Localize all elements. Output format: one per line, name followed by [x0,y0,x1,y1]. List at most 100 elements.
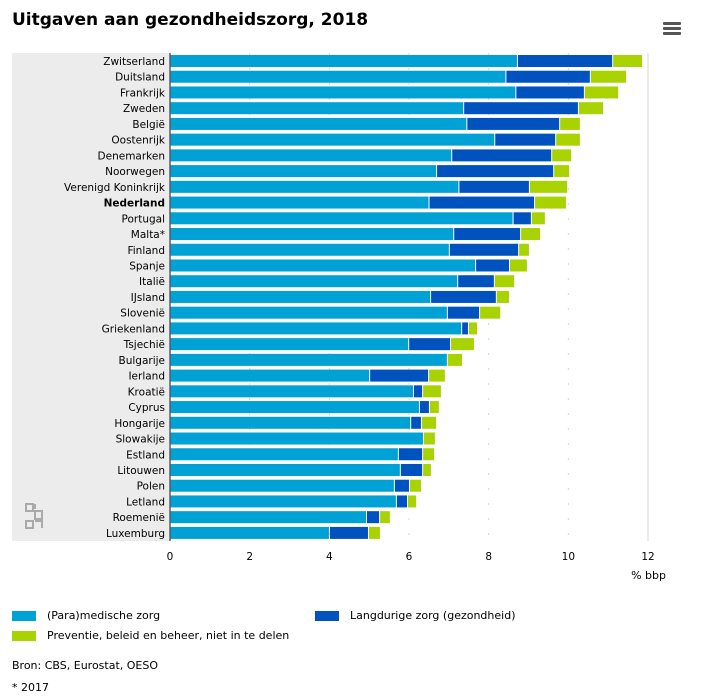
bar-segment [423,463,431,476]
bar-segment [529,180,568,193]
bar-segment [613,55,643,67]
bar-segment [380,511,390,524]
x-tick-label: 8 [485,551,492,563]
bar-segment [513,212,531,225]
bar-segment [423,385,441,398]
bar-segment [170,243,449,256]
x-tick-label: 6 [406,551,413,563]
bar-segment [437,165,554,178]
bar-segment [170,369,370,382]
cbs-logo-icon [25,503,43,529]
bar-segment [410,479,421,492]
bar-segment [170,212,513,225]
category-label: Estland [126,449,165,461]
category-label: Zweden [123,103,165,115]
bar-segment [400,463,423,476]
category-label: Tsjechië [123,339,165,351]
x-tick-label: 0 [167,551,174,563]
bar-segment [535,196,566,209]
bar-segment [170,526,329,539]
bar-segment [516,86,584,99]
bar-segment [170,338,409,351]
bar-segment [170,165,437,178]
bar-segment [170,196,429,209]
bar-segment [409,338,451,351]
category-label: Slowakije [116,434,165,446]
bar-chart: 0 2 4 6 8 10 12 Zwitserland Duitsland Frankrijk Zw… [64,53,655,563]
bar-segment [366,511,380,524]
legend-label: (Para)medische zorg [47,609,161,622]
bar-segment [170,102,464,115]
category-label: Letland [126,496,165,508]
bar-segment [590,70,627,83]
category-label: Verenigd Koninkrijk [64,182,166,194]
bar-segment [554,165,570,178]
legend-item-langdurige: Langdurige zorg (gezondheid) [315,609,515,622]
x-tick-label: 2 [246,551,253,563]
bar-segment [413,385,423,398]
category-label: Zwitserland [103,56,165,68]
bar-segment [517,55,613,67]
bar-segment [170,149,452,162]
category-label: Noorwegen [105,166,165,178]
bar-segment [421,416,437,429]
bar-segment [521,228,541,241]
category-label: Nederland [104,198,165,210]
bar-segment [495,133,556,146]
bar-segment [468,322,478,335]
legend-label: Langdurige zorg (gezondheid) [350,609,516,622]
bar-segment [480,306,501,319]
bar-segment [449,243,519,256]
category-label: Cyprus [128,402,165,414]
bar-segment [423,448,435,461]
bar-segment [462,322,468,335]
bar-segment [454,228,521,241]
footnote: * 2017 [12,681,49,694]
bar-segment [170,290,431,303]
x-tick-label: 4 [326,551,333,563]
bar-segment [451,338,474,351]
category-label: Italië [139,276,165,288]
bar-segment [170,86,516,99]
legend-swatch [12,630,36,641]
bar-segment [464,102,578,115]
bar-segment [170,511,366,524]
bar-segment [368,526,380,539]
category-label: Slovenië [120,308,165,320]
bar-segment [452,149,552,162]
bar-segment [429,369,445,382]
bar-segment [423,432,435,445]
category-label: Frankrijk [120,87,166,99]
bar-segment [496,290,509,303]
hamburger-menu-icon[interactable] [663,22,681,36]
legend-item-paramedische: (Para)medische zorg [12,609,160,622]
bar-segment [506,70,590,83]
category-label: Polen [137,481,165,493]
bar-segment [170,353,447,366]
bar-segment [170,117,467,130]
bar-segment [459,180,529,193]
category-label: Bulgarije [119,355,166,367]
bar-segment [447,306,480,319]
bar-segment [531,212,545,225]
bar-segment [519,243,529,256]
category-label: Denemarken [98,150,165,162]
bar-segment [170,479,394,492]
category-label: Griekenland [102,323,165,335]
source-note: Bron: CBS, Eurostat, OESO [12,659,159,672]
bar-segment [170,385,413,398]
bar-segment [170,228,454,241]
bar-segment [170,463,400,476]
bar-segment [560,117,580,130]
bar-segment [170,259,476,272]
category-label: Duitsland [115,72,165,84]
x-tick-label: 12 [641,551,654,563]
category-label: Ierland [128,371,165,383]
bar-segment [396,495,408,508]
category-label: Malta* [131,229,165,241]
bar-segment [458,275,494,288]
bar-segment [494,275,515,288]
label-panel [12,53,169,541]
legend-item-preventie: Preventie, beleid en beheer, niet in te … [12,629,289,642]
bar-segment [170,416,411,429]
